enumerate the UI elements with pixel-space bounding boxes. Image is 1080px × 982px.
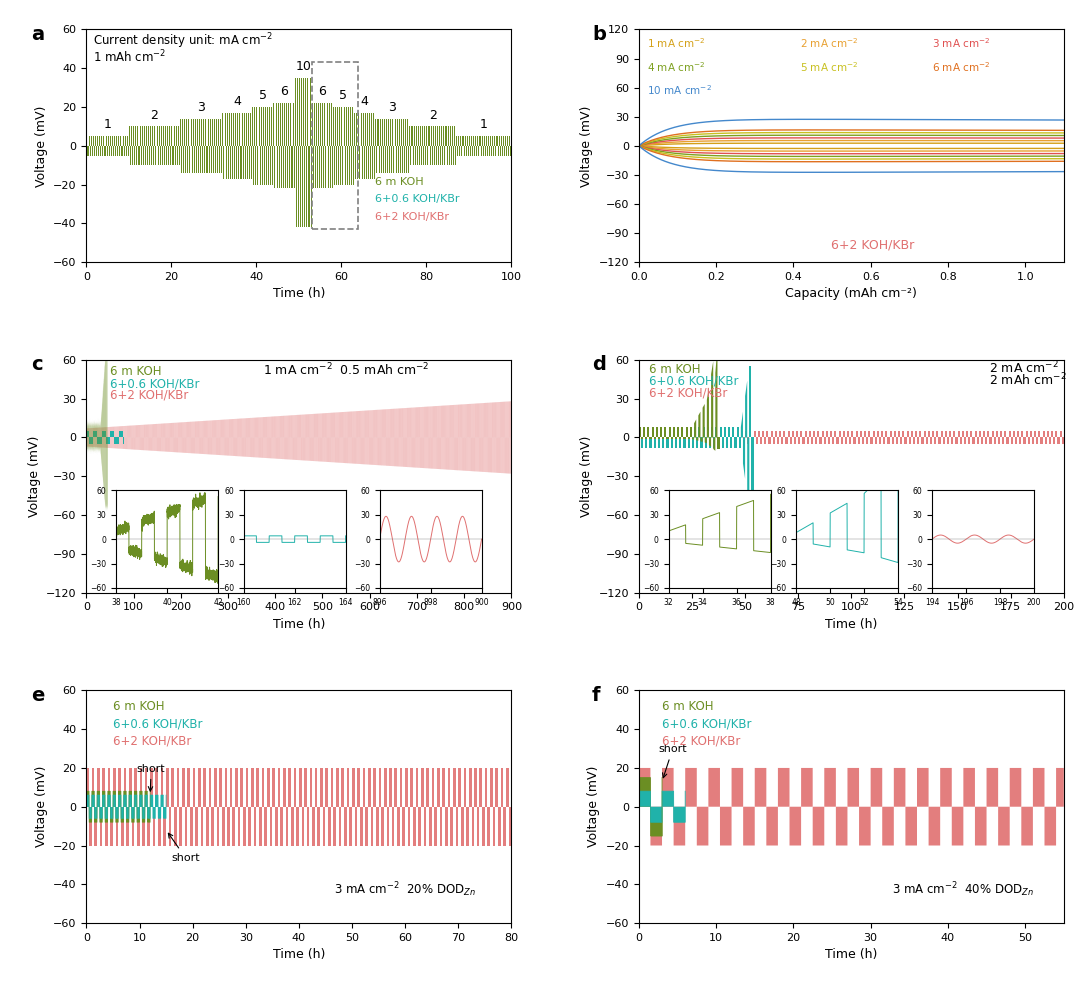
Text: 6+2 KOH/KBr: 6+2 KOH/KBr [376, 211, 449, 222]
Text: 2: 2 [150, 109, 159, 122]
Text: 6 m KOH: 6 m KOH [110, 365, 162, 378]
Text: 6 m KOH: 6 m KOH [662, 700, 714, 713]
Text: c: c [31, 355, 43, 374]
Text: 6 m KOH: 6 m KOH [649, 362, 701, 376]
Text: 6+2 KOH/KBr: 6+2 KOH/KBr [831, 239, 914, 251]
Text: 10 mA cm$^{-2}$: 10 mA cm$^{-2}$ [647, 83, 712, 97]
Text: short: short [137, 764, 165, 791]
Y-axis label: Voltage (mV): Voltage (mV) [588, 766, 600, 847]
Y-axis label: Voltage (mV): Voltage (mV) [28, 436, 41, 517]
Text: 6+2 KOH/KBr: 6+2 KOH/KBr [110, 389, 188, 402]
X-axis label: Time (h): Time (h) [272, 949, 325, 961]
Text: 3 mA cm$^{-2}$: 3 mA cm$^{-2}$ [932, 36, 990, 50]
Text: 2 mA cm$^{-2}$: 2 mA cm$^{-2}$ [989, 359, 1059, 376]
Y-axis label: Voltage (mV): Voltage (mV) [35, 766, 48, 847]
X-axis label: Time (h): Time (h) [825, 949, 878, 961]
Text: 6+0.6 KOH/KBr: 6+0.6 KOH/KBr [113, 717, 202, 731]
Text: a: a [31, 25, 44, 44]
Text: 2 mA cm$^{-2}$: 2 mA cm$^{-2}$ [800, 36, 859, 50]
Text: 5: 5 [339, 89, 348, 102]
Text: 6+0.6 KOH/KBr: 6+0.6 KOH/KBr [376, 194, 460, 204]
Text: 1 mA cm$^{-2}$: 1 mA cm$^{-2}$ [647, 36, 705, 50]
Text: 6+2 KOH/KBr: 6+2 KOH/KBr [649, 386, 728, 399]
Y-axis label: Voltage (mV): Voltage (mV) [580, 436, 593, 517]
X-axis label: Capacity (mAh cm⁻²): Capacity (mAh cm⁻²) [785, 288, 917, 300]
Y-axis label: Voltage (mV): Voltage (mV) [35, 105, 48, 187]
Text: 1 mA cm$^{-2}$  0.5 mAh cm$^{-2}$: 1 mA cm$^{-2}$ 0.5 mAh cm$^{-2}$ [262, 361, 430, 378]
Text: 6+0.6 KOH/KBr: 6+0.6 KOH/KBr [110, 377, 200, 390]
Text: 2: 2 [429, 109, 436, 122]
Text: 3 mA cm$^{-2}$  40% DOD$_{Zn}$: 3 mA cm$^{-2}$ 40% DOD$_{Zn}$ [892, 880, 1035, 899]
Text: 6+2 KOH/KBr: 6+2 KOH/KBr [662, 735, 741, 747]
Text: Current density unit: mA cm$^{-2}$: Current density unit: mA cm$^{-2}$ [93, 31, 273, 51]
Text: 3: 3 [389, 101, 396, 114]
X-axis label: Time (h): Time (h) [272, 618, 325, 630]
Text: 6 m KOH: 6 m KOH [113, 700, 164, 713]
Text: 1 mAh cm$^{-2}$: 1 mAh cm$^{-2}$ [93, 49, 166, 66]
Text: 6: 6 [319, 85, 326, 98]
Text: 3: 3 [198, 101, 205, 114]
Text: 5: 5 [259, 89, 267, 102]
Text: 6+0.6 KOH/KBr: 6+0.6 KOH/KBr [649, 374, 739, 388]
Text: 6 m KOH: 6 m KOH [376, 177, 424, 187]
Text: b: b [592, 25, 606, 44]
Text: 5 mA cm$^{-2}$: 5 mA cm$^{-2}$ [800, 60, 859, 74]
Text: 4: 4 [233, 95, 241, 108]
X-axis label: Time (h): Time (h) [825, 618, 878, 630]
Text: 2 mAh cm$^{-2}$: 2 mAh cm$^{-2}$ [989, 372, 1067, 389]
Y-axis label: Voltage (mV): Voltage (mV) [580, 105, 593, 187]
Text: 3 mA cm$^{-2}$  20% DOD$_{Zn}$: 3 mA cm$^{-2}$ 20% DOD$_{Zn}$ [334, 880, 476, 899]
Text: 6: 6 [280, 85, 288, 98]
Text: 6+0.6 KOH/KBr: 6+0.6 KOH/KBr [662, 717, 752, 731]
Text: 6+2 KOH/KBr: 6+2 KOH/KBr [113, 735, 191, 747]
Text: short: short [658, 744, 687, 778]
Text: 10: 10 [295, 60, 311, 73]
Text: 1: 1 [104, 118, 111, 132]
X-axis label: Time (h): Time (h) [272, 288, 325, 300]
Text: f: f [592, 685, 600, 705]
Text: 4: 4 [361, 95, 368, 108]
Text: 4 mA cm$^{-2}$: 4 mA cm$^{-2}$ [647, 60, 705, 74]
Text: d: d [592, 355, 606, 374]
Text: 6 mA cm$^{-2}$: 6 mA cm$^{-2}$ [932, 60, 990, 74]
Text: short: short [168, 834, 200, 863]
Text: e: e [31, 685, 44, 705]
Text: 1: 1 [480, 118, 488, 132]
